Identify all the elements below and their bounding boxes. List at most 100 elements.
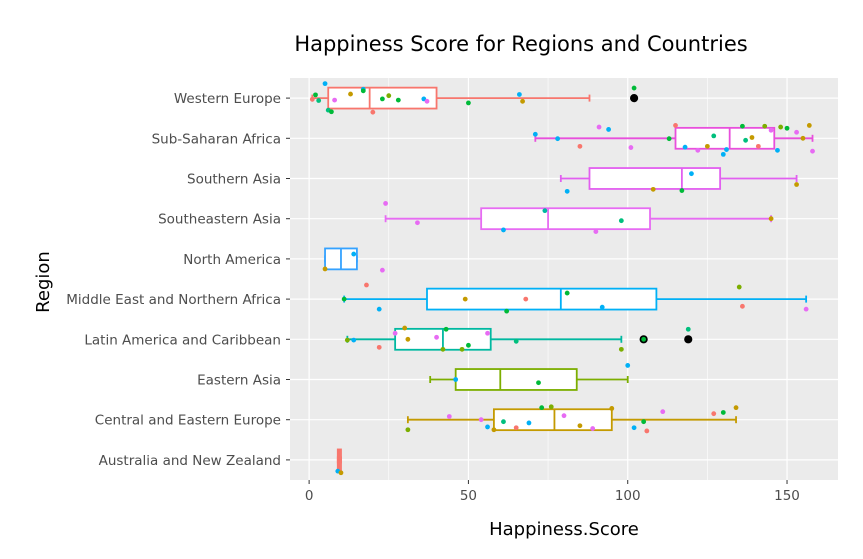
y-tick-label: Australia and New Zealand [99,453,281,469]
data-point [650,186,656,192]
y-tick-label: Sub-Saharan Africa [152,131,281,147]
data-point [548,404,554,410]
y-tick-label: Central and Eastern Europe [95,413,281,429]
data-point [348,91,353,97]
x-tick-label: 50 [460,488,477,504]
box-iqr [480,207,651,231]
data-point [733,405,739,411]
data-point [501,419,506,425]
jitter-points [309,81,815,476]
y-axis: Australia and New Zealand Central and Eas… [66,91,290,469]
data-point [564,290,570,296]
data-point [641,336,647,342]
data-point [660,409,666,415]
data-point [590,426,596,431]
data-point [526,420,532,426]
box-iqr [493,408,613,432]
data-point [322,81,328,87]
data-point [370,109,376,115]
data-point [768,127,774,133]
data-point [673,123,678,128]
y-axis-title: Region [33,251,54,313]
data-point [379,96,385,102]
data-point [485,330,490,336]
data-point [685,326,691,332]
data-point [379,267,385,273]
data-point [462,296,468,302]
data-point [724,147,729,152]
data-point [736,284,742,290]
data-point [459,346,465,352]
data-point [606,127,612,132]
data-point [631,85,637,91]
data-point [599,304,605,310]
box-iqr [588,167,722,190]
data-point [329,109,334,115]
data-point [695,147,701,153]
data-point [666,136,672,142]
data-point [386,93,392,99]
data-point [424,98,430,104]
data-point [803,306,809,312]
y-tick-label: North America [183,252,281,268]
data-point [644,428,650,434]
data-point [740,303,745,309]
data-point [383,201,388,206]
data-point [316,98,322,103]
data-point [415,220,420,226]
data-point [593,229,599,234]
data-point [794,182,799,187]
data-point [322,266,328,272]
y-tick-label: Eastern Asia [197,373,281,389]
data-point [351,251,357,257]
data-point [775,147,780,153]
data-point [555,136,561,142]
data-point [682,144,688,150]
data-point [392,330,398,336]
data-point [344,337,350,343]
data-point [338,470,344,476]
data-point [631,425,637,431]
data-point [689,171,694,177]
data-point [434,334,439,340]
box-iqr [454,368,578,391]
data-point [501,227,506,233]
data-point [360,88,366,94]
data-point [309,96,315,102]
data-point [625,363,631,368]
data-point [596,124,602,130]
data-point [405,336,411,342]
data-point [561,413,567,419]
data-point [762,123,768,129]
data-point [332,97,338,103]
data-point [784,125,790,131]
data-point [446,414,452,419]
data-point [542,208,548,214]
data-point [443,326,449,332]
data-point [577,423,583,429]
data-point [453,377,459,382]
y-tick-label: Middle East and Northern Africa [66,292,281,308]
y-tick-label: Latin America and Caribbean [84,332,281,348]
data-point [618,346,624,352]
data-point [564,188,570,194]
data-point [395,97,401,103]
data-point [402,325,408,331]
data-point [523,296,529,302]
boxes [311,86,814,472]
data-point [743,137,749,143]
data-point [720,410,726,415]
data-point [313,92,318,98]
data-point [532,131,538,137]
data-point [711,133,717,139]
outlier-point [629,94,639,103]
data-point [516,92,522,97]
data-point [376,306,382,312]
data-point [720,151,726,157]
data-point [466,100,471,106]
data-point [755,143,761,149]
data-point [364,282,369,288]
x-axis-title: Happiness.Score [489,519,639,540]
